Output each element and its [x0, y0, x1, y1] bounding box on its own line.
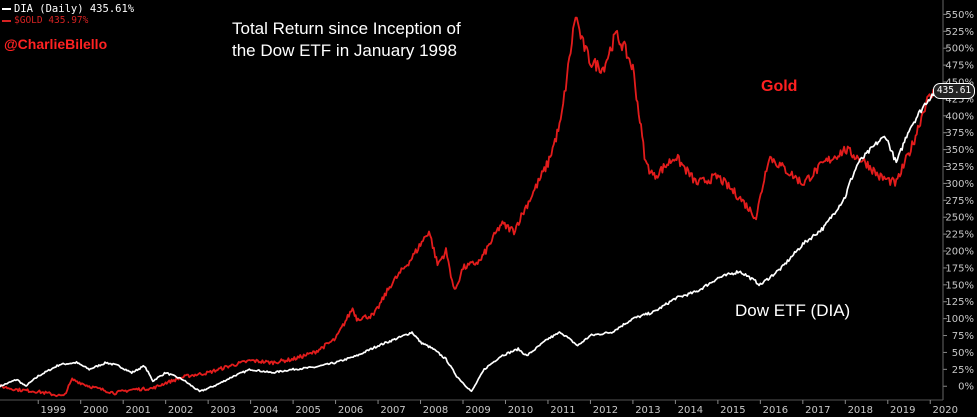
y-tick-label: 475% — [945, 61, 974, 72]
y-tick-label: 100% — [945, 314, 974, 325]
x-tick-label: 2010 — [508, 405, 533, 416]
legend-gold-label: $GOLD 435.97% — [14, 15, 89, 26]
series-line-gold — [0, 16, 936, 398]
y-tick-label: 75% — [952, 331, 974, 342]
legend-dia-swatch — [2, 8, 11, 10]
x-tick-label: 2009 — [465, 405, 490, 416]
y-tick-label: 500% — [945, 44, 974, 55]
y-tick-label: 50% — [952, 348, 974, 359]
y-tick-label: 400% — [945, 111, 974, 122]
y-tick-label: 525% — [945, 27, 974, 38]
y-tick-label: 425% — [945, 94, 974, 105]
legend-dia: DIA (Daily) 435.61% — [2, 3, 134, 15]
y-tick-label: 450% — [945, 77, 974, 88]
x-tick-label: 2018 — [848, 405, 873, 416]
chart-title-text: Total Return since Inception of the Dow E… — [232, 19, 461, 60]
y-tick-label: 175% — [945, 263, 974, 274]
x-tick-label: 2019 — [890, 405, 915, 416]
y-tick-label: 225% — [945, 230, 974, 241]
y-tick-label: 550% — [945, 10, 974, 21]
x-tick-label: 2008 — [423, 405, 448, 416]
x-tick-label: 2017 — [805, 405, 830, 416]
x-tick-label: 2013 — [635, 405, 660, 416]
y-tick-label: 375% — [945, 128, 974, 139]
x-tick-label: 2004 — [253, 405, 278, 416]
y-tick-label: 0% — [958, 382, 974, 393]
series-layer — [0, 16, 936, 398]
x-tick-label: 2001 — [125, 405, 150, 416]
x-tick-label: 2014 — [678, 405, 703, 416]
y-tick-label: 150% — [945, 280, 974, 291]
x-tick-label: 2007 — [380, 405, 405, 416]
y-tick-label: 300% — [945, 179, 974, 190]
y-tick-label: 125% — [945, 297, 974, 308]
x-tick-label: 2002 — [168, 405, 193, 416]
author-handle: @CharlieBilello — [4, 36, 108, 52]
y-tick-label: 350% — [945, 145, 974, 156]
x-tick-label: 2011 — [550, 405, 575, 416]
x-tick-label: 2000 — [83, 405, 108, 416]
series-line-dia — [0, 91, 936, 393]
y-tick-label: 275% — [945, 196, 974, 207]
x-tick-label: 2012 — [593, 405, 618, 416]
x-tick-label: 2006 — [338, 405, 363, 416]
gold-annotation: Gold — [761, 78, 798, 95]
y-axis: 0% 25% 50% 75% 100% 125% 150% 175% 200% 225% 250% 2… — [942, 0, 974, 400]
x-tick-label: 2015 — [720, 405, 745, 416]
legend-gold: $GOLD 435.97% — [2, 15, 88, 27]
x-tick-label: 2016 — [763, 405, 788, 416]
x-tick-label: 2003 — [210, 405, 235, 416]
x-tick-label: 2020 — [933, 405, 958, 416]
y-tick-label: 250% — [945, 213, 974, 224]
last-value-badge: 435.61 — [933, 83, 975, 99]
legend-gold-swatch — [2, 19, 11, 22]
x-tick-label: 2005 — [295, 405, 320, 416]
y-tick-label: 200% — [945, 247, 974, 258]
legend-dia-label: DIA (Daily) 435.61% — [14, 3, 135, 15]
x-tick-label: 1999 — [41, 405, 66, 416]
y-tick-label: 325% — [945, 162, 974, 173]
y-tick-label: 25% — [952, 365, 974, 376]
dow-annotation: Dow ETF (DIA) — [735, 301, 851, 320]
chart-title: Total Return since Inception of the Dow E… — [232, 18, 461, 62]
x-axis: 1999 2000 2001 2002 2003 2004 2005 2006 2007 2008… — [0, 399, 958, 416]
